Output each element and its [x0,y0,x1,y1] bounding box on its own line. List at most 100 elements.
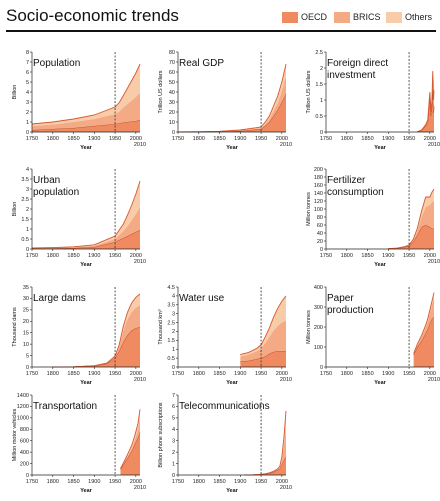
y-tick-label-paper-production: 300 [314,305,323,311]
page-title: Socio-economic trends [6,6,179,25]
plot-transportation: 0 200 400 600 800 1000 1200 1400 1750 1800 1850 190… [12,393,146,494]
y-tick-label-telecommunications: 4 [172,427,175,433]
y-tick-label-fertilizer-consumption: 180 [314,175,323,181]
chart-title-transportation: Transportation [33,401,98,412]
line-oecd-transportation [120,432,141,470]
y-axis-label-population: Billion [12,85,18,100]
y-axis-label-fertilizer-consumption: Million tonnes [306,192,312,226]
y-tick-label-urban-population: 0.5 [21,237,29,243]
x-tick-label-real-gdp: 1800 [193,136,205,142]
y-tick-label-fertilizer-consumption: 60 [317,223,323,229]
chart-title-fertilizer-consumption: Fertilizer [327,175,366,186]
y-axis-label-urban-population: Billion [12,202,18,217]
y-tick-label-water-use: 0 [172,365,175,371]
plot-real-gdp: 0 10 20 30 40 50 60 70 80 1750 1800 1850 1900 1950 200… [158,50,292,151]
y-tick-label-real-gdp: 50 [169,80,175,86]
x-tick-label-telecommunications: 2010 [280,485,292,491]
y-axis-label-paper-production: Million tonnes [306,310,312,344]
legend: OECD BRICS Others [282,10,437,26]
chart-title-fertilizer-consumption: consumption [327,187,384,198]
y-tick-label-water-use: 2.5 [167,320,175,326]
chart-title-paper-production: production [327,305,374,316]
chart-title-telecommunications: Telecommunications [179,401,270,412]
y-axis-label-water-use: Thousand km³ [158,309,164,344]
area-oecd-real-gdp [178,94,286,132]
x-tick-label-water-use: 1800 [193,371,205,377]
x-tick-label-urban-population: 2000 [130,253,142,259]
y-tick-label-transportation: 1200 [17,404,29,410]
area-brics-large-dams [52,305,141,367]
legend-label-others: Others [405,12,433,22]
x-tick-label-paper-production: 2010 [428,377,440,383]
x-tick-label-population: 1950 [109,136,121,142]
chart-title-foreign-direct-investment: Foreign direct [327,58,389,69]
y-tick-label-water-use: 1 [172,347,175,353]
y-tick-label-transportation: 1400 [17,393,29,399]
y-tick-label-fertilizer-consumption: 100 [314,207,323,213]
area-others-water-use [240,295,286,357]
chart-foreign-direct-investment: 0 0.5 1 1.5 2 2.5 1750 1800 1850 1900 1950 2000 2010… [298,44,440,158]
x-tick-label-fertilizer-consumption: 2000 [424,253,436,259]
figure-header: Socio-economic trends OECD BRICS Others [0,0,440,34]
x-tick-label-water-use: 2010 [280,377,292,383]
y-tick-label-population: 7 [26,60,29,66]
y-axis-label-real-gdp: Trillion US dollars [158,70,164,113]
x-tick-label-fertilizer-consumption: 1750 [320,253,332,259]
area-brics-water-use [240,320,286,362]
y-tick-label-foreign-direct-investment: 1.5 [315,82,323,88]
chart-large-dams: 0 5 10 15 20 25 30 35 1750 1800 1850 1900 1950 2000 20… [4,279,150,393]
chart-title-urban-population: population [33,187,80,198]
legend-swatch-oecd [282,12,298,23]
x-tick-label-transportation: 1900 [88,479,100,485]
x-axis-label-paper-production: Year [374,380,386,386]
y-tick-label-population: 6 [26,70,29,76]
chart-title-urban-population: Urban [33,175,61,186]
y-axis-label-foreign-direct-investment: Trillion US dollars [306,70,312,113]
y-tick-label-water-use: 3 [172,311,175,317]
x-axis-label-real-gdp: Year [226,145,238,151]
chart-title-paper-production: Paper [327,293,354,304]
x-tick-label-telecommunications: 1900 [234,479,246,485]
chart-fertilizer-consumption: 0 20 40 60 80 100 120 140 160 180 200 1750 1800 1850 1… [298,161,440,275]
x-tick-label-population: 1850 [67,136,79,142]
y-tick-label-large-dams: 30 [23,296,29,302]
y-tick-label-paper-production: 0 [320,365,323,371]
y-tick-label-large-dams: 0 [26,365,29,371]
y-tick-label-fertilizer-consumption: 140 [314,191,323,197]
line-total-foreign-direct-investment [417,71,435,133]
plot-fertilizer-consumption: 0 20 40 60 80 100 120 140 160 180 200 1750 1800 1850 1… [306,167,440,268]
y-tick-label-telecommunications: 7 [172,393,175,399]
y-tick-label-urban-population: 0 [26,247,29,253]
y-tick-label-urban-population: 1.5 [21,217,29,223]
x-tick-label-transportation: 1750 [26,479,38,485]
y-tick-label-water-use: 0.5 [167,356,175,362]
line-total-transportation [120,409,141,469]
y-tick-label-population: 2 [26,110,29,116]
x-tick-label-fertilizer-consumption: 1950 [403,253,415,259]
chart-water-use: 0 0.5 1 1.5 2 2.5 3 3.5 4 4.5 1750 1800 1850 1900 1950… [150,279,296,393]
plot-urban-population: 0 0.5 1 1.5 2 2.5 3 3.5 4 1750 1800 1850 1900 1950 200… [12,167,146,268]
y-tick-label-transportation: 600 [20,439,29,445]
x-tick-label-telecommunications: 1800 [193,479,205,485]
y-tick-label-foreign-direct-investment: 0.5 [315,114,323,120]
y-tick-label-population: 3 [26,100,29,106]
x-tick-label-large-dams: 2010 [134,377,146,383]
x-tick-label-large-dams: 2000 [130,371,142,377]
x-tick-label-urban-population: 1750 [26,253,38,259]
y-tick-label-transportation: 800 [20,427,29,433]
y-tick-label-fertilizer-consumption: 0 [320,247,323,253]
y-tick-label-large-dams: 20 [23,319,29,325]
x-tick-label-foreign-direct-investment: 1950 [403,136,415,142]
x-tick-label-water-use: 2000 [276,371,288,377]
y-tick-label-population: 0 [26,130,29,136]
x-tick-label-real-gdp: 1850 [213,136,225,142]
y-tick-label-large-dams: 10 [23,342,29,348]
area-brics-fertilizer-consumption [388,201,434,249]
y-axis-label-transportation: Million motor vehicles [12,408,18,461]
y-tick-label-telecommunications: 6 [172,404,175,410]
line-total-urban-population [31,180,141,249]
chart-title-foreign-direct-investment: investment [327,70,376,81]
y-tick-label-urban-population: 4 [26,167,29,173]
y-tick-label-population: 8 [26,50,29,56]
